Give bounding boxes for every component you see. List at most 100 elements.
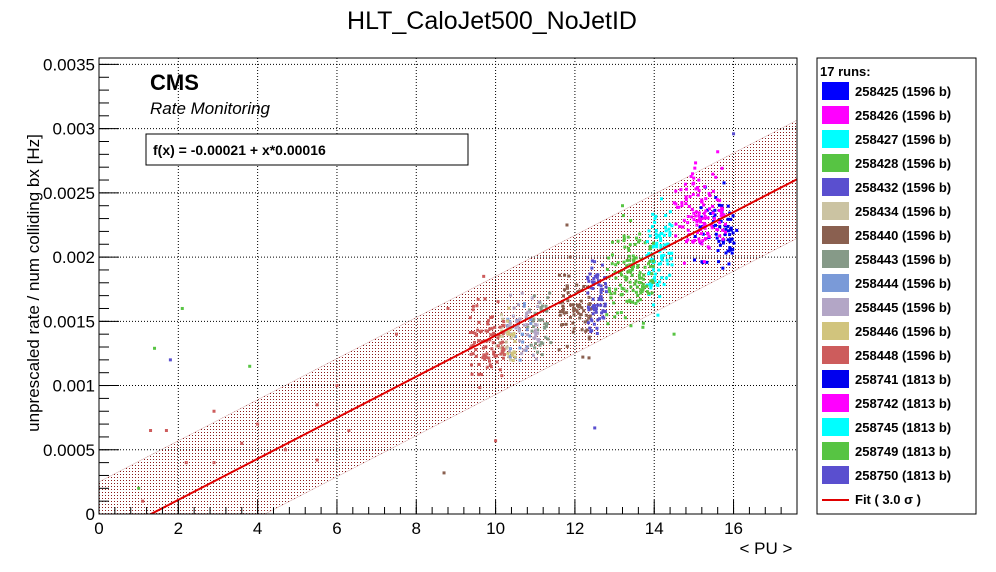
data-point — [662, 253, 666, 257]
data-point — [691, 172, 695, 176]
data-point — [536, 350, 540, 354]
data-point — [620, 286, 624, 290]
data-point — [524, 315, 528, 319]
data-point — [610, 262, 614, 266]
data-point — [590, 319, 594, 323]
data-point — [728, 239, 732, 243]
data-point — [649, 265, 653, 269]
data-point — [534, 357, 538, 361]
x-tick-label: 16 — [724, 519, 743, 538]
data-point — [530, 329, 534, 333]
data-point — [534, 342, 538, 346]
data-point — [533, 322, 537, 326]
data-point — [636, 240, 640, 244]
data-point — [502, 348, 506, 352]
data-point — [696, 193, 700, 197]
data-point — [491, 341, 495, 345]
data-point — [496, 336, 500, 340]
data-point — [654, 232, 658, 236]
data-point — [680, 201, 684, 205]
data-point — [568, 255, 572, 259]
data-point — [518, 346, 522, 350]
data-point — [513, 351, 517, 355]
data-point — [702, 221, 706, 225]
data-point — [471, 304, 475, 308]
data-point — [682, 218, 686, 222]
data-point — [607, 287, 611, 291]
outlier-point — [141, 499, 145, 503]
data-point — [627, 249, 631, 253]
data-point — [653, 216, 657, 220]
data-point — [586, 305, 590, 309]
data-point — [488, 327, 492, 331]
data-point — [651, 280, 655, 284]
outlier-point — [168, 358, 172, 362]
legend-label: 258425 (1596 b) — [855, 84, 951, 99]
data-point — [697, 237, 701, 241]
data-point — [619, 283, 623, 287]
data-point — [702, 203, 706, 207]
data-point — [656, 234, 660, 238]
data-point — [511, 314, 515, 318]
data-point — [674, 222, 678, 226]
legend-header: 17 runs: — [820, 64, 871, 79]
data-point — [690, 207, 694, 211]
data-point — [636, 264, 640, 268]
data-point — [642, 273, 646, 277]
legend-swatch — [822, 250, 849, 268]
data-point — [544, 324, 548, 328]
x-axis-label: < PU > — [740, 539, 793, 558]
data-point — [722, 181, 726, 185]
data-point — [614, 276, 618, 280]
data-point — [518, 358, 522, 362]
outlier-point — [315, 458, 319, 462]
legend-label: 258443 (1596 b) — [855, 252, 951, 267]
data-point — [600, 263, 604, 267]
data-point — [710, 226, 714, 230]
data-point — [604, 290, 608, 294]
data-point — [721, 237, 725, 241]
data-point — [693, 166, 697, 170]
legend-label: 258749 (1813 b) — [855, 444, 951, 459]
data-point — [686, 238, 690, 242]
data-point — [648, 234, 652, 238]
data-point — [587, 302, 591, 306]
data-point — [726, 204, 730, 208]
data-point — [627, 246, 631, 250]
data-point — [692, 176, 696, 180]
data-point — [544, 304, 548, 308]
data-point — [663, 225, 667, 229]
data-point — [667, 227, 671, 231]
data-point — [605, 313, 609, 317]
data-point — [471, 343, 475, 347]
data-point — [659, 246, 663, 250]
data-point — [629, 285, 633, 289]
data-point — [631, 254, 635, 258]
data-point — [540, 353, 544, 357]
data-point — [624, 278, 628, 282]
data-point — [509, 327, 513, 331]
data-point — [659, 254, 663, 258]
data-point — [667, 251, 671, 255]
data-point — [494, 354, 498, 358]
data-point — [724, 251, 728, 255]
data-point — [707, 191, 711, 195]
data-point — [723, 233, 727, 237]
data-point — [596, 279, 600, 283]
data-point — [630, 268, 634, 272]
data-point — [649, 286, 653, 290]
data-point — [609, 292, 613, 296]
data-point — [611, 240, 615, 244]
outlier-point — [442, 471, 446, 475]
data-point — [602, 310, 606, 314]
data-point — [668, 210, 672, 214]
data-point — [517, 327, 521, 331]
legend-label: 258446 (1596 b) — [855, 324, 951, 339]
data-point — [501, 331, 505, 335]
data-point — [511, 353, 515, 357]
data-point — [474, 354, 478, 358]
data-point — [481, 356, 485, 360]
outlier-point — [256, 422, 260, 426]
series-258440 — [557, 255, 593, 360]
data-point — [501, 346, 505, 350]
